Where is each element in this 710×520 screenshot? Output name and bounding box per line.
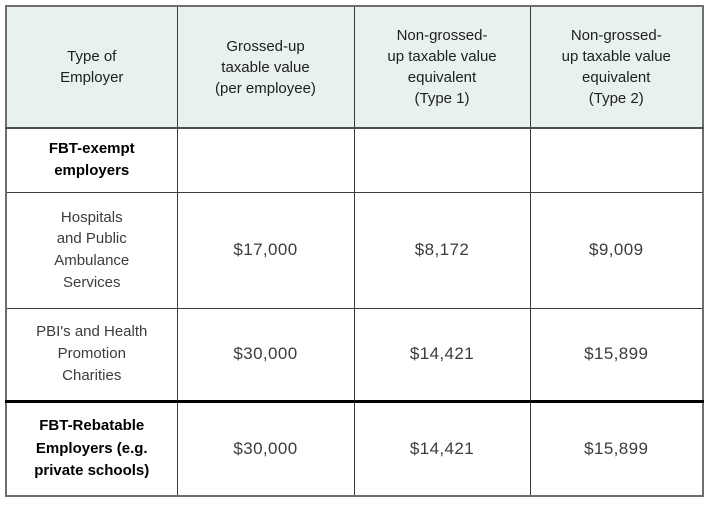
header-cell-grossed-up-value: Grossed-up taxable value (per employee) bbox=[176, 5, 355, 129]
value-cell bbox=[529, 127, 704, 193]
value-cell: $30,000 bbox=[176, 399, 355, 497]
value-cell: $17,000 bbox=[176, 191, 355, 309]
table-row-hospitals: Hospitals and Public Ambulance Services … bbox=[5, 191, 704, 309]
value-cell: $30,000 bbox=[176, 307, 355, 402]
fbt-rates-table: Type of Employer Grossed-up taxable valu… bbox=[5, 5, 704, 497]
table-row-fbt-rebatable: FBT-Rebatable Employers (e.g. private sc… bbox=[5, 399, 704, 497]
row-label-fbt-rebatable: FBT-Rebatable Employers (e.g. private sc… bbox=[5, 399, 178, 497]
value-cell: $15,899 bbox=[529, 307, 704, 402]
header-cell-type-of-employer: Type of Employer bbox=[5, 5, 178, 129]
row-label-pbi: PBI's and Health Promotion Charities bbox=[5, 307, 178, 402]
table-row-pbi: PBI's and Health Promotion Charities $30… bbox=[5, 307, 704, 402]
value-cell bbox=[176, 127, 355, 193]
value-cell bbox=[353, 127, 531, 193]
value-cell: $8,172 bbox=[353, 191, 531, 309]
table-row-fbt-exempt: FBT-exempt employers bbox=[5, 127, 704, 193]
row-label-hospitals: Hospitals and Public Ambulance Services bbox=[5, 191, 178, 309]
header-cell-non-grossed-type1: Non-grossed- up taxable value equivalent… bbox=[353, 5, 531, 129]
value-cell: $14,421 bbox=[353, 399, 531, 497]
row-label-fbt-exempt: FBT-exempt employers bbox=[5, 127, 178, 193]
value-cell: $9,009 bbox=[529, 191, 704, 309]
header-row: Type of Employer Grossed-up taxable valu… bbox=[5, 5, 704, 129]
value-cell: $14,421 bbox=[353, 307, 531, 402]
header-cell-non-grossed-type2: Non-grossed- up taxable value equivalent… bbox=[529, 5, 704, 129]
value-cell: $15,899 bbox=[529, 399, 704, 497]
